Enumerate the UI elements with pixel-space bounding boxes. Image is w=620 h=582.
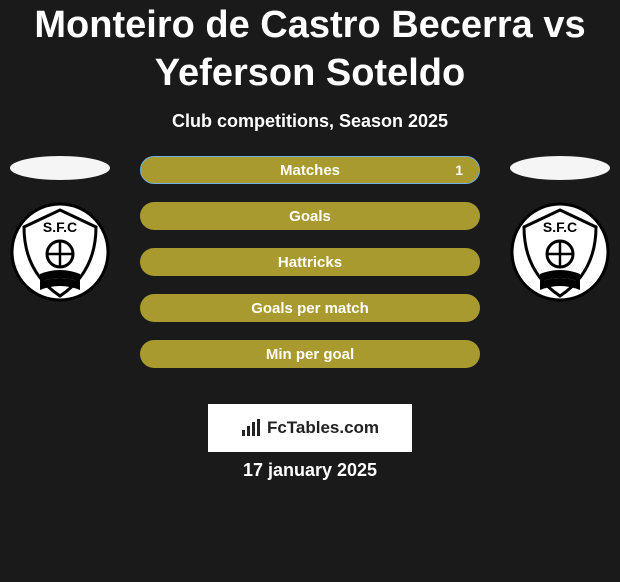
player-left-photo-placeholder <box>10 156 110 180</box>
stat-pill: Matches 1 <box>140 156 480 184</box>
club-crest-right: S.F.C <box>510 202 610 302</box>
source-logo-text: FcTables.com <box>267 418 379 438</box>
stat-pill-list: Matches 1 Goals Hattricks Goals per match Min… <box>140 156 480 368</box>
stat-pill: Goals per match <box>140 294 480 322</box>
stat-label: Goals <box>289 208 331 225</box>
page-title: Monteiro de Castro Becerra vs Yeferson S… <box>0 2 620 97</box>
stat-label: Min per goal <box>266 346 354 363</box>
report-date: 17 january 2025 <box>0 460 620 481</box>
player-right-photo-placeholder <box>510 156 610 180</box>
santos-crest-icon: S.F.C <box>10 202 110 302</box>
stat-label: Matches <box>280 162 340 179</box>
svg-text:S.F.C: S.F.C <box>543 219 577 235</box>
stat-label: Goals per match <box>251 300 369 317</box>
stat-pill: Hattricks <box>140 248 480 276</box>
bar-chart-icon <box>241 419 263 437</box>
santos-crest-icon: S.F.C <box>510 202 610 302</box>
stat-pill: Min per goal <box>140 340 480 368</box>
svg-text:S.F.C: S.F.C <box>43 219 77 235</box>
stat-value: 1 <box>455 162 463 178</box>
comparison-region: S.F.C S.F.C Matches 1 Goals Hattricks Goals … <box>0 156 620 396</box>
stat-pill: Goals <box>140 202 480 230</box>
subtitle: Club competitions, Season 2025 <box>0 111 620 132</box>
source-logo: FcTables.com <box>208 404 412 452</box>
club-crest-left: S.F.C <box>10 202 110 302</box>
stat-label: Hattricks <box>278 254 342 271</box>
